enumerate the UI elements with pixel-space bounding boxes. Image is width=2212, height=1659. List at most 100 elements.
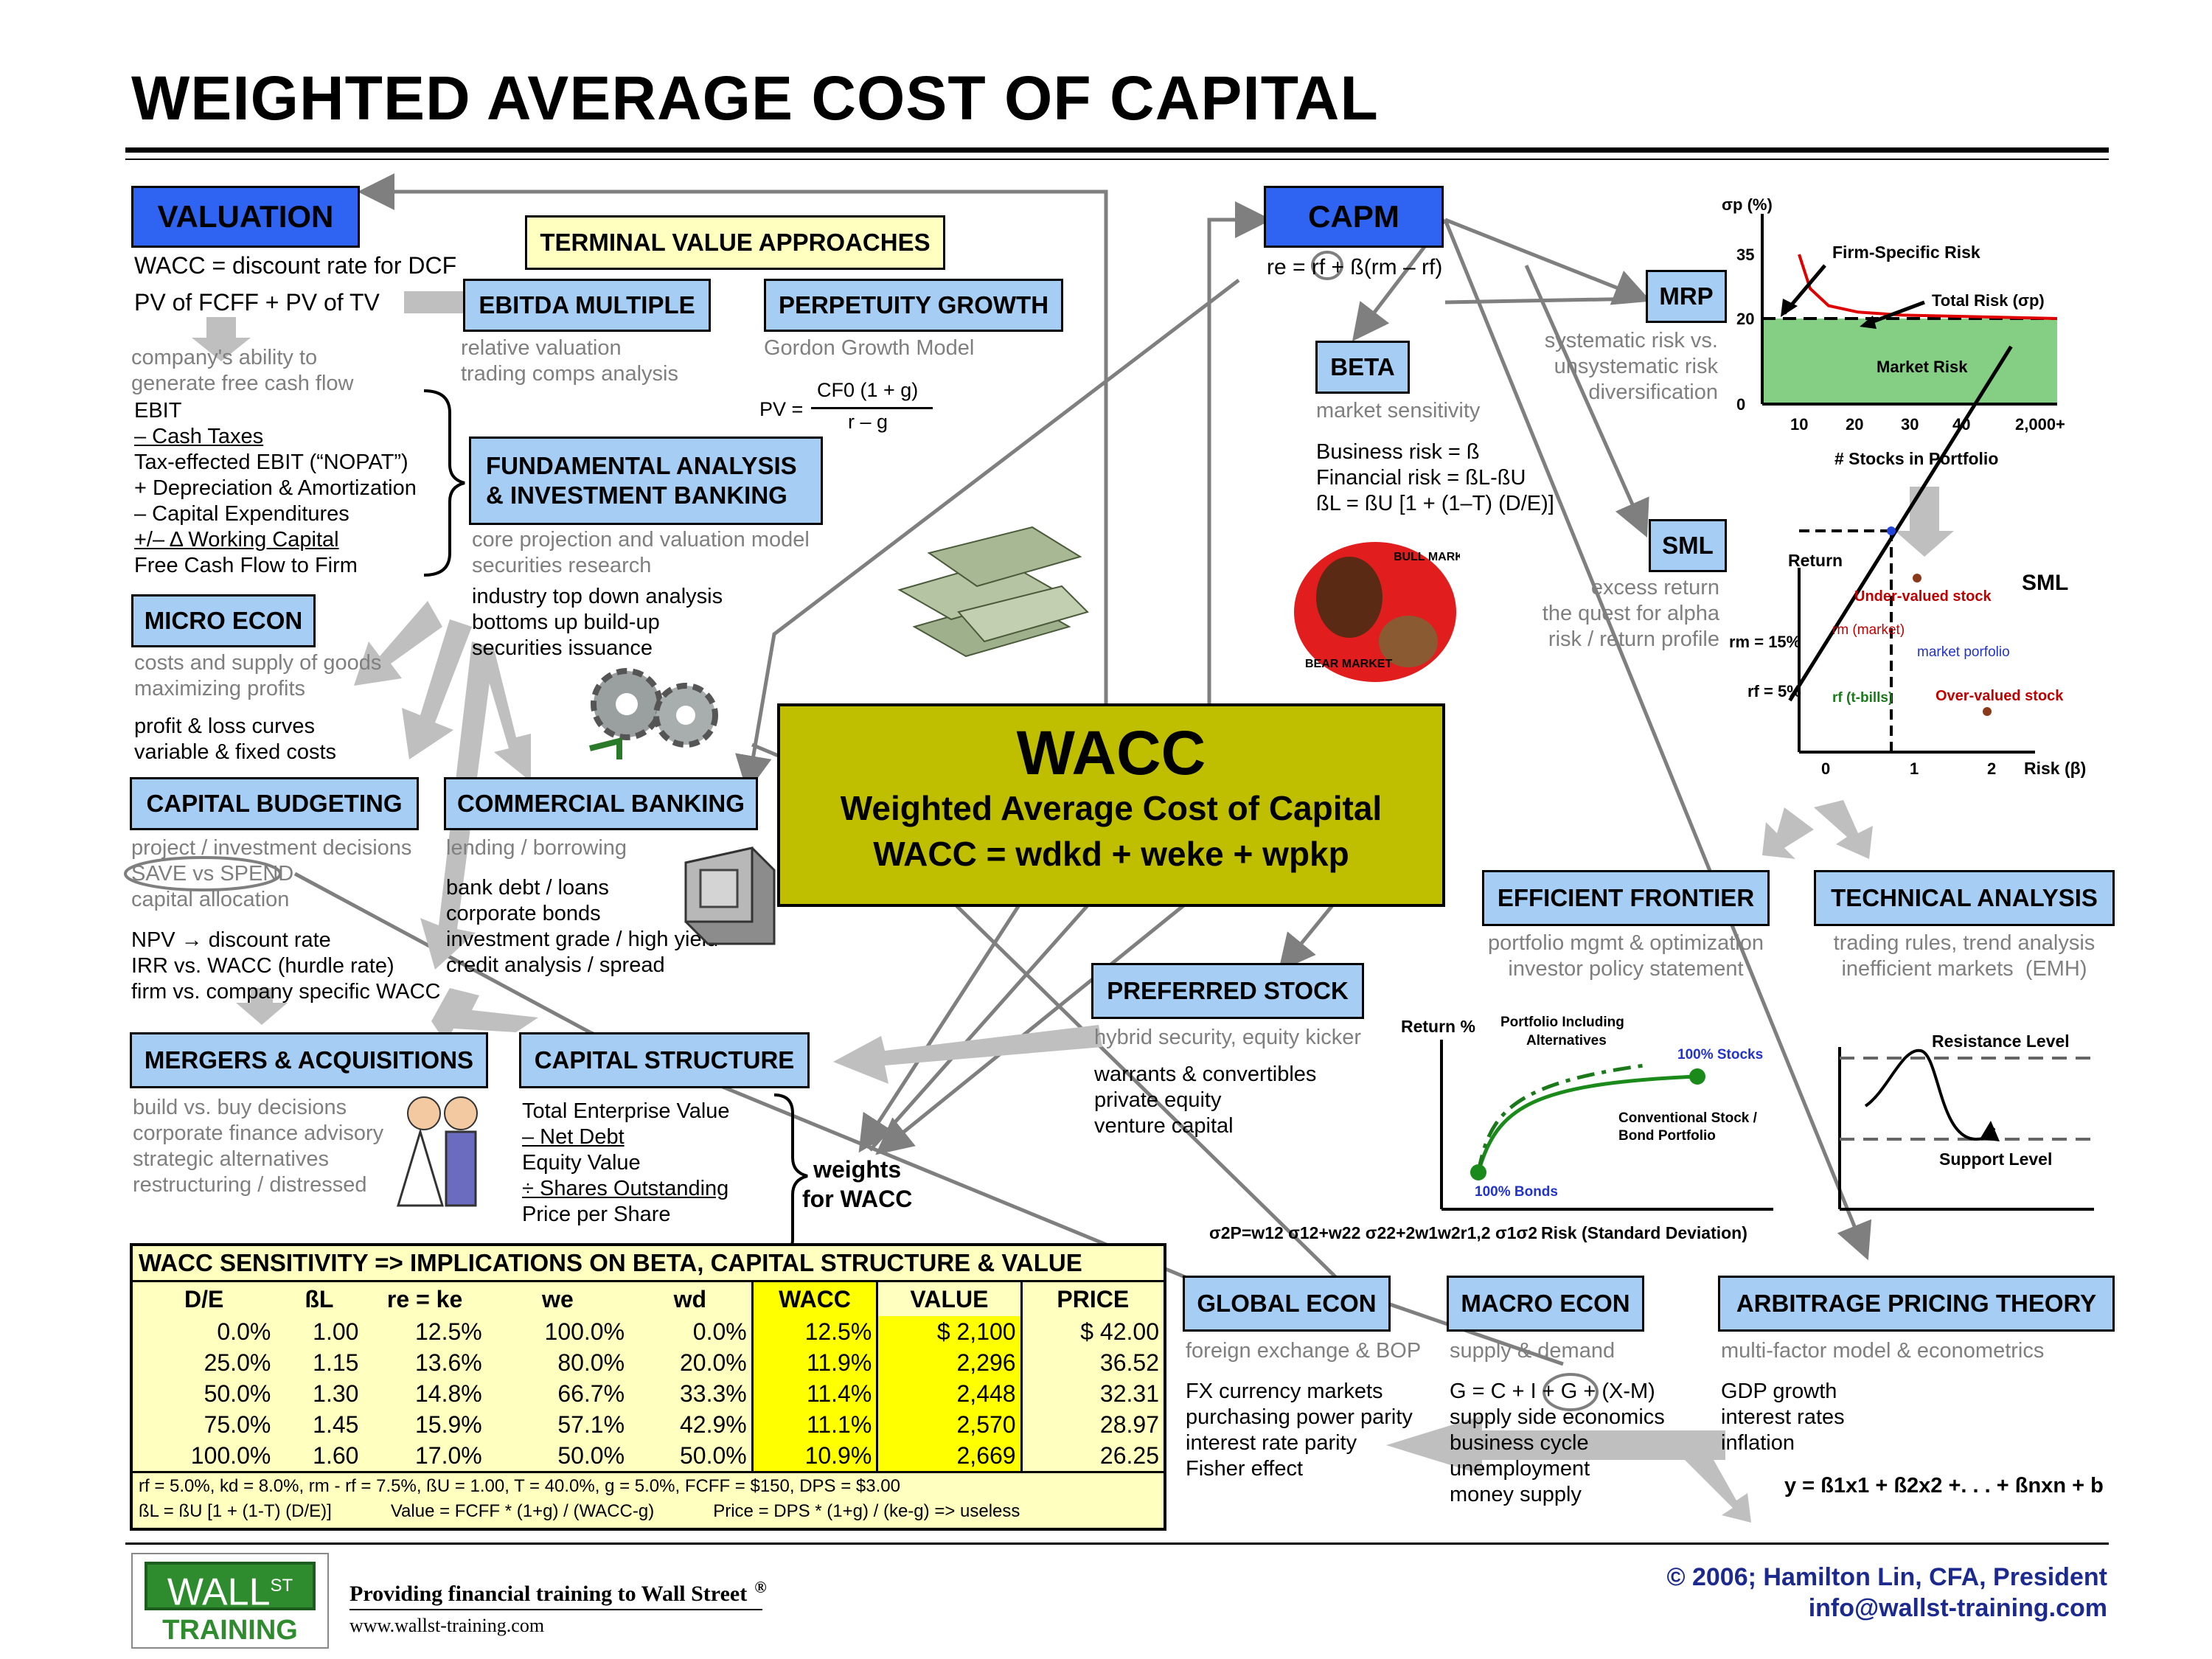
ef-alt-label-2: Alternatives bbox=[1526, 1033, 1607, 1048]
sensitivity-col-header: re = ke bbox=[386, 1285, 463, 1312]
beta-box: BETA bbox=[1315, 341, 1410, 394]
firm-specific-risk-label: Firm-Specific Risk bbox=[1832, 243, 1980, 262]
sml-x-label: Risk (β) bbox=[2024, 759, 2086, 778]
logo-wall-text: WALL bbox=[167, 1571, 271, 1614]
wacc-center-box: WACC Weighted Average Cost of Capital WA… bbox=[777, 703, 1445, 907]
bonds-point bbox=[1470, 1164, 1486, 1180]
capbudget-desc: project / investment decisions SAVE vs S… bbox=[131, 836, 412, 911]
pv-denominator: r – g bbox=[848, 411, 888, 433]
sensitivity-cell: 0.0% bbox=[692, 1318, 747, 1345]
global-lines: FX currency markets purchasing power par… bbox=[1186, 1380, 1413, 1481]
mergers-acquisitions-box: MERGERS & ACQUISITIONS bbox=[130, 1032, 488, 1088]
bull-bear-image: BULL MARKET BEAR MARKET bbox=[1290, 531, 1478, 686]
sensitivity-cell: 12.5% bbox=[751, 1316, 877, 1347]
fcf-list: EBIT – Cash Taxes Tax-effected EBIT (“NO… bbox=[134, 398, 417, 579]
pv-fraction-bar bbox=[811, 407, 933, 409]
global-econ-box: GLOBAL ECON bbox=[1183, 1276, 1391, 1332]
sensitivity-grid: D/E ßL re = ke we wd WACC VALUE PRICE 0.0% 1.00 1… bbox=[133, 1282, 1164, 1471]
registered-mark: ® bbox=[754, 1578, 767, 1596]
overvalued-label: Over-valued stock bbox=[1935, 688, 2064, 704]
undervalued-label: Under-valued stock bbox=[1854, 588, 1992, 605]
sensitivity-cell: 100.0% bbox=[190, 1441, 271, 1469]
capm-header: CAPM bbox=[1264, 186, 1444, 248]
bull-market-label: BULL MARKET bbox=[1394, 551, 1460, 563]
technical-analysis-box: TECHNICAL ANALYSIS bbox=[1814, 870, 2115, 926]
valuation-header: VALUATION bbox=[131, 186, 360, 248]
wallst-logo: WALLST TRAINING bbox=[131, 1553, 329, 1649]
risk-x-tick: 10 bbox=[1790, 415, 1808, 434]
beta-lines: Business risk = ß Financial risk = ßL-ßU… bbox=[1316, 440, 1554, 515]
fcf-line: +/– Δ Working Capital bbox=[134, 528, 339, 552]
apt-desc: multi-factor model & econometrics bbox=[1721, 1339, 2045, 1363]
wacc-big-label: WACC bbox=[1016, 718, 1206, 787]
sml-ytick-rf: rf = 5% bbox=[1747, 682, 1801, 700]
sensitivity-cell: 26.25 bbox=[1020, 1440, 1164, 1471]
valuation-line1: WACC = discount rate for DCF bbox=[134, 252, 457, 279]
ef-conv-label-1: Conventional Stock / bbox=[1618, 1110, 1758, 1126]
footer-email[interactable]: info@wallst-training.com bbox=[1808, 1594, 2107, 1622]
total-risk-arrow bbox=[1865, 300, 1925, 327]
sensitivity-cell: 2,669 bbox=[876, 1440, 1022, 1471]
macro-desc: supply & demand bbox=[1450, 1339, 1615, 1363]
sensitivity-cell: 50.0% bbox=[204, 1380, 271, 1407]
perpetuity-growth-box: PERPETUITY GROWTH bbox=[764, 279, 1063, 332]
sensitivity-col-header: WACC bbox=[751, 1282, 877, 1316]
sml-box: SML bbox=[1649, 519, 1727, 572]
micro-lines: profit & loss curves variable & fixed co… bbox=[134, 714, 337, 764]
macro-lines: G = C + I + G + (X-M) supply side econom… bbox=[1450, 1380, 1665, 1506]
total-risk-arrowhead bbox=[1860, 316, 1877, 329]
ef-x-label: Risk (Standard Deviation) bbox=[1541, 1223, 1747, 1242]
sensitivity-cell: 32.31 bbox=[1020, 1378, 1164, 1409]
tagline-text: Providing financial training to Wall Str… bbox=[349, 1582, 748, 1606]
total-risk-label: Total Risk (σp) bbox=[1932, 291, 2045, 310]
micro-econ-box: MICRO ECON bbox=[131, 594, 316, 647]
wacc-sensitivity-table: WACC SENSITIVITY => IMPLICATIONS ON BETA… bbox=[130, 1243, 1166, 1531]
global-desc: foreign exchange & BOP bbox=[1186, 1339, 1422, 1363]
pv-label: PV = bbox=[759, 398, 804, 420]
fcf-line: EBIT bbox=[134, 399, 182, 422]
apt-box: ARBITRAGE PRICING THEORY bbox=[1718, 1276, 2115, 1332]
capstruct-line: ÷ Shares Outstanding bbox=[522, 1177, 729, 1200]
stocks-point bbox=[1689, 1068, 1705, 1085]
sensitivity-cell: $ 2,100 bbox=[876, 1316, 1022, 1347]
ef-stocks-label: 100% Stocks bbox=[1677, 1047, 1763, 1062]
support-arrowhead bbox=[1980, 1121, 2000, 1141]
risk-x-label: # Stocks in Portfolio bbox=[1834, 449, 1998, 468]
ef-y-label: Return % bbox=[1401, 1017, 1475, 1036]
footer-url[interactable]: www.wallst-training.com bbox=[349, 1615, 545, 1636]
ef-bonds-label: 100% Bonds bbox=[1475, 1184, 1558, 1200]
fcf-line: – Capital Expenditures bbox=[134, 502, 349, 526]
ef-conv-label-2: Bond Portfolio bbox=[1618, 1128, 1716, 1144]
sensitivity-cell: 28.97 bbox=[1020, 1409, 1164, 1440]
sensitivity-row: 0.0% 1.00 12.5% 100.0% 0.0% 12.5% $ 2,100 $ 42.… bbox=[133, 1316, 1164, 1347]
ef-formula: σ2P=w12 σ12+w22 σ22+2w1w2r1,2 σ1σ2 bbox=[1209, 1223, 1537, 1242]
sensitivity-notes-row: ßL = ßU [1 + (1-T) (D/E)] Value = FCFF *… bbox=[133, 1500, 1164, 1523]
mrp-desc: systematic risk vs. unsystematic risk di… bbox=[1544, 329, 1718, 404]
capstruct-line: – Net Debt bbox=[522, 1125, 625, 1149]
sml-x-tick: 1 bbox=[1910, 759, 1919, 778]
sensitivity-col-header: we bbox=[542, 1285, 574, 1312]
sensitivity-col-header: PRICE bbox=[1020, 1282, 1164, 1316]
wacc-formula: WACC = wdkd + weke + wpkp bbox=[873, 835, 1349, 873]
sensitivity-cell: 2,296 bbox=[876, 1347, 1022, 1378]
sensitivity-cell: 75.0% bbox=[204, 1411, 271, 1438]
preferred-stock-box: PREFERRED STOCK bbox=[1091, 963, 1364, 1019]
macro-econ-box: MACRO ECON bbox=[1447, 1276, 1644, 1332]
sensitivity-cell: 17.0% bbox=[415, 1441, 482, 1469]
sensitivity-cell: 2,570 bbox=[876, 1409, 1022, 1440]
sensitivity-cell: 100.0% bbox=[544, 1318, 625, 1345]
sensitivity-row: 50.0% 1.30 14.8% 66.7% 33.3% 11.4% 2,448 32.31 bbox=[133, 1378, 1164, 1409]
fundamental-desc: core projection and valuation model secu… bbox=[472, 528, 810, 577]
sensitivity-cell: 11.4% bbox=[751, 1378, 877, 1409]
sensitivity-cell: 1.45 bbox=[313, 1411, 359, 1438]
sensitivity-cell: 14.8% bbox=[415, 1380, 482, 1407]
sml-desc: excess return the quest for alpha risk /… bbox=[1542, 576, 1719, 651]
sensitivity-cell: 20.0% bbox=[679, 1349, 747, 1376]
fundamental-lines: industry top down analysis bottoms up bu… bbox=[472, 585, 723, 660]
sensitivity-col-header: VALUE bbox=[876, 1282, 1022, 1316]
sml-x-tick: 0 bbox=[1821, 759, 1830, 778]
sensitivity-cell: 13.6% bbox=[415, 1349, 482, 1376]
sml-title: SML bbox=[2022, 571, 2068, 595]
